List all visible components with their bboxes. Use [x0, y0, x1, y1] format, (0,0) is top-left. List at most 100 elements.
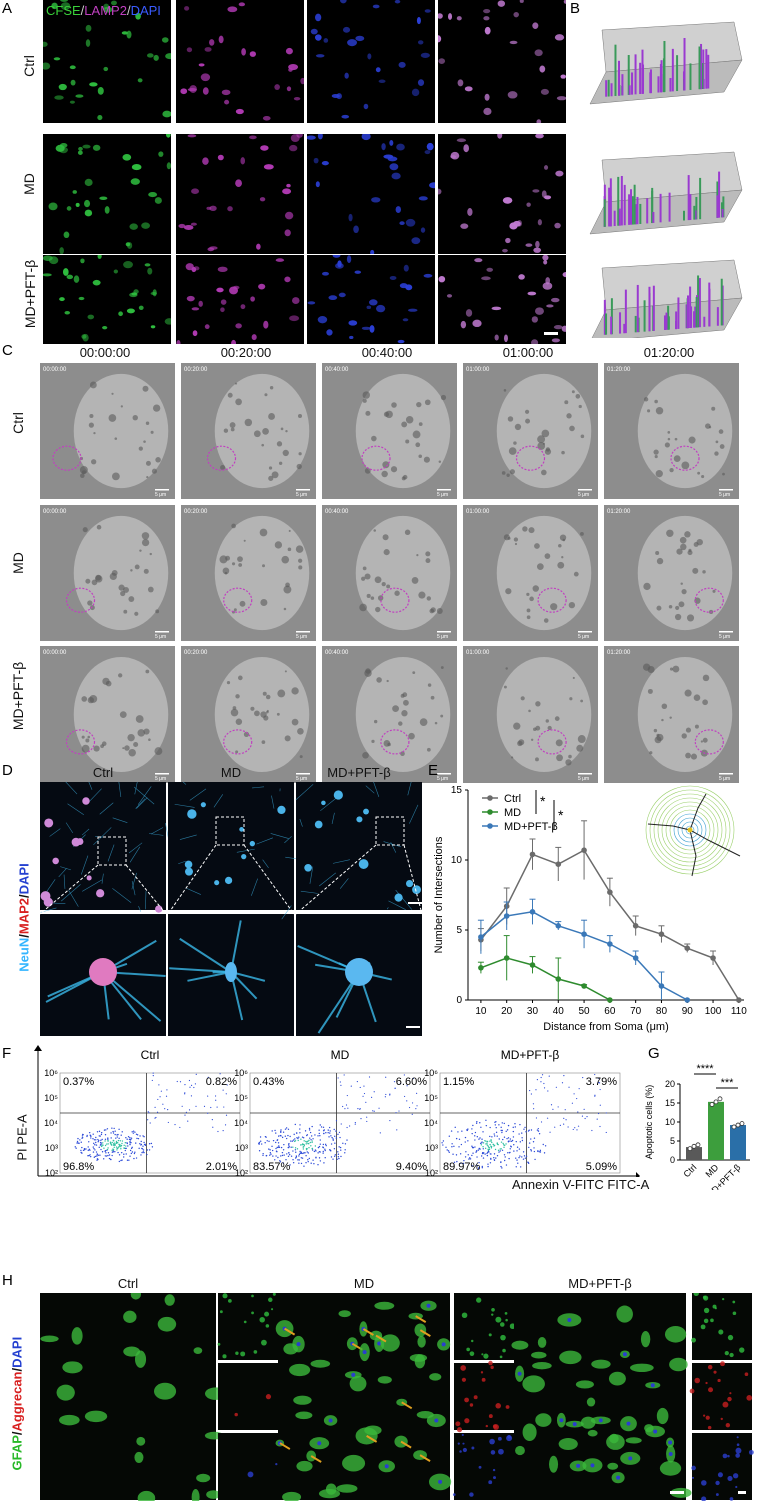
event-dot [275, 1147, 277, 1150]
event-dot [81, 1133, 84, 1136]
flow-plot-title: MD [331, 1048, 350, 1062]
event-dot [294, 1138, 296, 1140]
event-dot [502, 1138, 504, 1141]
vesicle [678, 601, 685, 608]
cell [502, 248, 508, 253]
frame-timestamp: 00:40:00 [325, 509, 349, 515]
neuron-soma [187, 809, 197, 819]
cell-body [214, 515, 310, 631]
event-dot [299, 1144, 302, 1146]
cell [563, 0, 566, 4]
cell [235, 179, 242, 188]
event-dot [302, 1148, 305, 1150]
neurite [213, 794, 224, 808]
event-dot [86, 1134, 88, 1137]
aggrecan-signal [310, 1455, 322, 1463]
event-dot [317, 1135, 319, 1137]
event-dot [194, 1083, 197, 1085]
channel-signal [478, 1465, 482, 1469]
nucleus [653, 1429, 658, 1434]
vesicle [390, 466, 398, 473]
event-dot [317, 1152, 319, 1154]
event-dot [338, 1157, 340, 1160]
event-dot [152, 1072, 154, 1074]
event-dot [510, 1146, 512, 1148]
event-dot [117, 1151, 119, 1154]
cell [200, 73, 211, 82]
data-point [735, 1122, 741, 1128]
vesicle [274, 541, 283, 549]
cell [232, 285, 240, 290]
event-dot [333, 1155, 336, 1157]
event-dot [509, 1140, 511, 1142]
vesicle [132, 415, 138, 421]
event-dot [491, 1136, 493, 1138]
channel-signal [476, 1297, 482, 1303]
channel-signal [461, 1312, 468, 1319]
event-dot [506, 1137, 508, 1140]
dendrite [187, 971, 232, 982]
event-dot [104, 1133, 107, 1136]
event-dot [268, 1140, 270, 1143]
quadrant-upper-right: 3.79% [586, 1076, 617, 1088]
vesicle [264, 393, 268, 397]
channel-signal [222, 1293, 228, 1299]
vesicle [224, 571, 228, 575]
cell [542, 255, 549, 261]
event-dot [308, 1129, 311, 1131]
event-dot [563, 1117, 565, 1120]
event-dot [344, 1143, 347, 1145]
vesicle [291, 687, 299, 695]
neurite [138, 906, 142, 912]
quadrant-lower-left: 89.97% [443, 1161, 481, 1173]
channel-signal [689, 1388, 695, 1394]
panel-h-channel-image [218, 1433, 278, 1500]
event-dot [318, 1129, 320, 1131]
scale-bar [578, 631, 592, 633]
channel-signal [235, 1351, 239, 1355]
cell [426, 142, 434, 151]
dic-image: 00:40:005 μm [322, 505, 457, 641]
vesicle [404, 529, 411, 536]
event-dot [148, 1149, 151, 1151]
event-dot [107, 1137, 109, 1139]
vesicle [690, 753, 697, 760]
event-dot [93, 1139, 96, 1141]
scale-bar [719, 631, 733, 633]
cell [353, 225, 359, 234]
channel-signal [727, 1475, 733, 1482]
event-dot [474, 1139, 476, 1141]
cell [527, 291, 537, 296]
event-dot [146, 1153, 148, 1156]
event-dot [290, 1155, 293, 1157]
event-dot [335, 1130, 337, 1132]
event-dot [124, 1149, 126, 1152]
event-dot [219, 1073, 221, 1075]
neurite [373, 782, 380, 798]
fluorescence-cells [438, 255, 566, 344]
event-dot [107, 1154, 109, 1157]
event-dot [134, 1151, 136, 1153]
vesicle [506, 473, 510, 477]
event-dot [102, 1158, 105, 1160]
astrocyte [56, 1384, 75, 1401]
event-dot [115, 1146, 118, 1148]
vesicle [566, 413, 572, 419]
event-dot [542, 1143, 544, 1146]
dic-image: 00:20:005 μm [181, 505, 316, 641]
event-dot [319, 1151, 321, 1153]
vesicle [649, 751, 653, 755]
event-dot [411, 1102, 414, 1104]
event-dot [108, 1157, 111, 1160]
cell [158, 151, 164, 157]
engulfed-cell-outline [223, 587, 253, 613]
cell [63, 231, 70, 239]
neurite [332, 859, 350, 864]
event-dot [102, 1142, 104, 1144]
zoom-line [295, 844, 377, 915]
sholl-ring [681, 821, 699, 839]
event-dot [476, 1121, 478, 1123]
channel-signal [505, 1405, 510, 1409]
y-tick-label: 10⁶ [424, 1068, 438, 1078]
vesicle [685, 727, 692, 733]
